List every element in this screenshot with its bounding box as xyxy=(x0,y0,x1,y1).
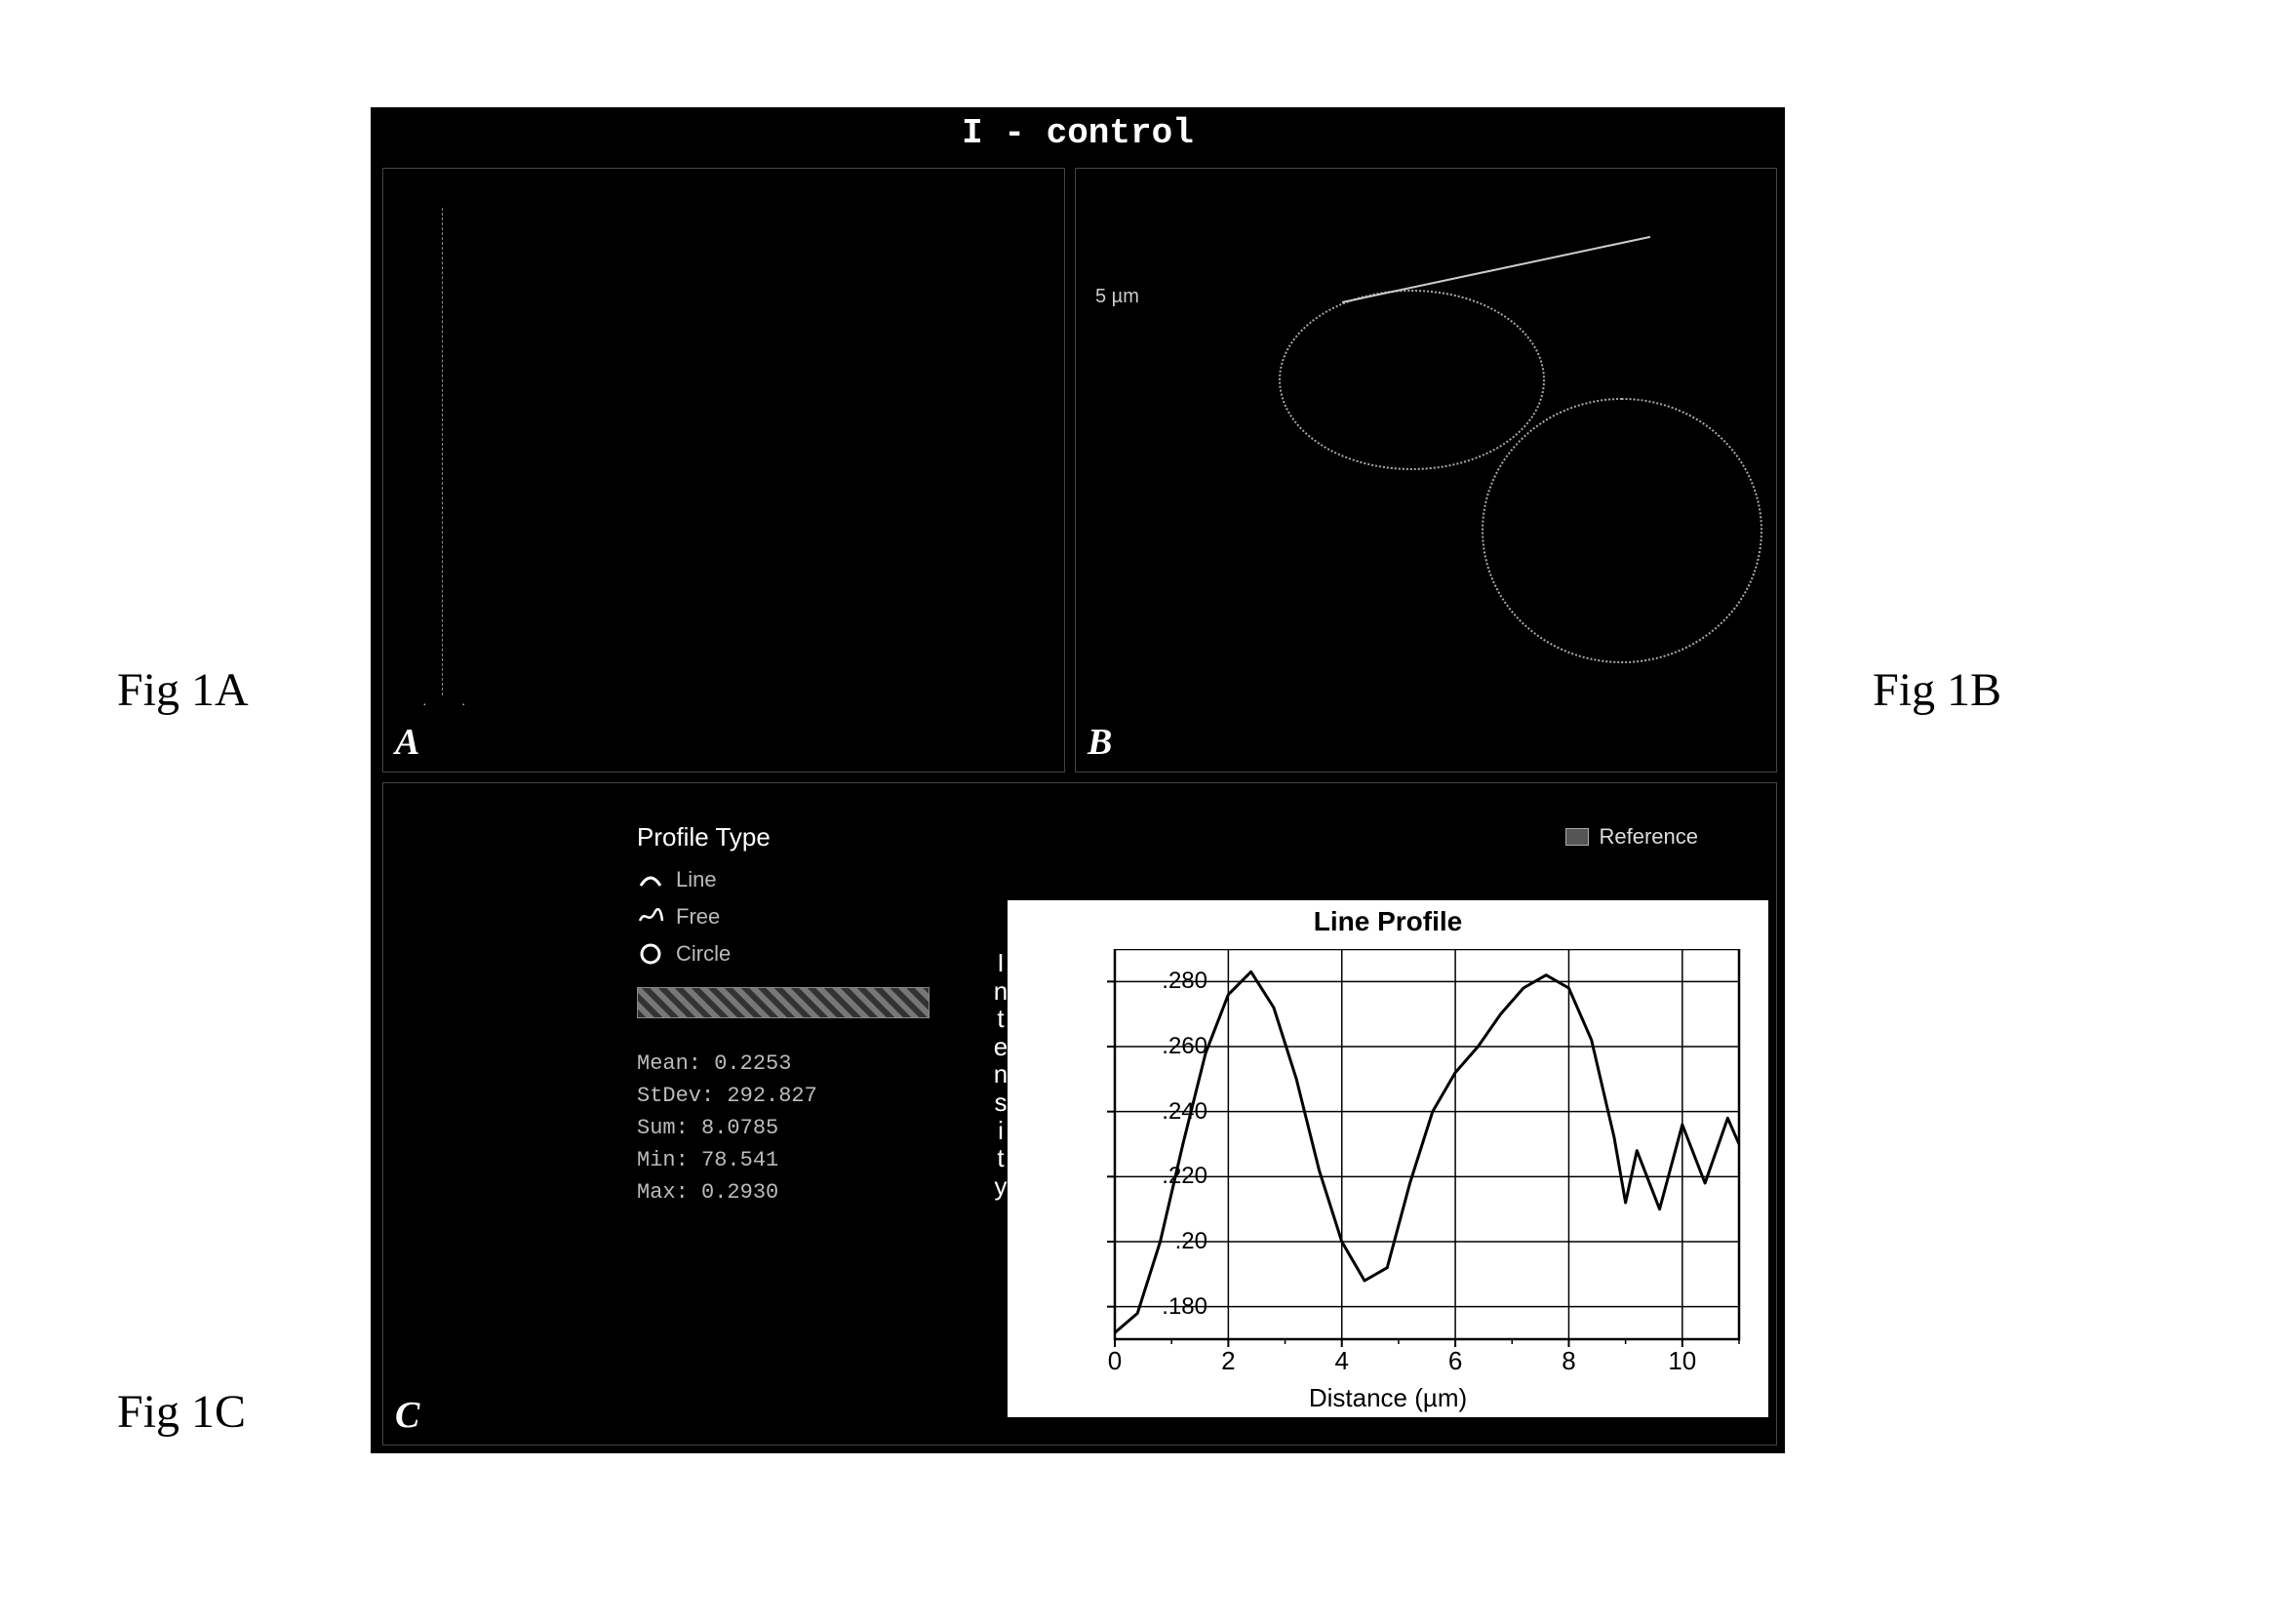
profile-type-label: Line xyxy=(676,867,717,892)
profile-type-option[interactable]: Free xyxy=(637,903,988,931)
stat-value: 0.2253 xyxy=(714,1051,791,1076)
stat-row: Sum: 8.0785 xyxy=(637,1112,988,1144)
ytick-label: .220 xyxy=(1129,1163,1207,1190)
ytick-label: .260 xyxy=(1129,1033,1207,1060)
reference-label: Reference xyxy=(1599,824,1698,850)
stat-label: Mean: xyxy=(637,1051,701,1076)
stat-value: 78.541 xyxy=(701,1148,778,1172)
profile-type-option[interactable]: Line xyxy=(637,866,988,893)
xtick-label: 4 xyxy=(1334,1346,1348,1376)
profile-marker-line[interactable] xyxy=(1342,236,1650,303)
xtick-label: 10 xyxy=(1668,1346,1696,1376)
profile-type-label: Free xyxy=(676,904,720,930)
axis-tick: · xyxy=(461,695,466,711)
profile-type-header: Profile Type xyxy=(637,822,988,852)
stat-value: 292.827 xyxy=(727,1084,816,1108)
plot-area: 0246810 .180.20.220.240.260.280 xyxy=(1115,949,1739,1339)
stat-label: Min: xyxy=(637,1148,689,1172)
panel-label-b: B xyxy=(1088,721,1112,764)
stat-row: Mean: 0.2253 xyxy=(637,1048,988,1080)
panel-b: 5 µm B xyxy=(1075,168,1777,772)
ytick-label: .240 xyxy=(1129,1098,1207,1126)
pattern-strip xyxy=(637,987,930,1018)
panel-label-a: A xyxy=(395,721,419,764)
ytick-label: .20 xyxy=(1129,1228,1207,1255)
line-profile-chart: Line Profile 0 2 4 6 8 10 .180 .20 .220 .240 .260… xyxy=(1008,900,1768,1417)
stat-row: Max: 0.2930 xyxy=(637,1176,988,1208)
figure-label-b: Fig 1B xyxy=(1873,663,2001,717)
legend-swatch-icon xyxy=(1565,828,1589,846)
line-icon xyxy=(637,866,664,893)
axis-tick: · xyxy=(422,695,427,711)
stat-label: StDev: xyxy=(637,1084,714,1108)
cell-outline xyxy=(1279,290,1545,470)
freehand-icon xyxy=(637,903,664,931)
stat-value: 0.2930 xyxy=(701,1180,778,1205)
xtick-label: 6 xyxy=(1448,1346,1462,1376)
window-title: I - control xyxy=(373,109,1783,158)
profile-controls: Profile Type Line Free Circle Mean: 0.2253… xyxy=(637,822,988,1208)
cell-outline xyxy=(1482,398,1761,663)
stat-row: Min: 78.541 xyxy=(637,1144,988,1176)
stats-block: Mean: 0.2253 StDev: 292.827 Sum: 8.0785 … xyxy=(637,1048,988,1208)
panel-label-c: C xyxy=(395,1394,419,1437)
xtick-label: 8 xyxy=(1562,1346,1575,1376)
app-window: I - control · · A 5 µm B Profile Type Li… xyxy=(371,107,1785,1453)
axis-guide xyxy=(442,208,443,695)
chart-xlabel: Distance (µm) xyxy=(1008,1383,1768,1413)
stat-label: Max: xyxy=(637,1180,689,1205)
panel-a: · · A xyxy=(382,168,1065,772)
xtick-label: 2 xyxy=(1221,1346,1235,1376)
stat-value: 8.0785 xyxy=(701,1116,778,1140)
ytick-label: .280 xyxy=(1129,968,1207,995)
figure-label-a: Fig 1A xyxy=(117,663,249,717)
figure-label-c: Fig 1C xyxy=(117,1385,246,1439)
chart-title: Line Profile xyxy=(1008,906,1768,937)
profile-type-option[interactable]: Circle xyxy=(637,940,988,968)
scalebar-label: 5 µm xyxy=(1095,286,1139,308)
ytick-label: .180 xyxy=(1129,1293,1207,1321)
panel-c: Profile Type Line Free Circle Mean: 0.2253… xyxy=(382,782,1777,1446)
stat-row: StDev: 292.827 xyxy=(637,1080,988,1112)
circle-icon xyxy=(637,940,664,968)
profile-type-label: Circle xyxy=(676,941,731,967)
reference-legend: Reference xyxy=(1565,824,1698,850)
stat-label: Sum: xyxy=(637,1116,689,1140)
xtick-label: 0 xyxy=(1108,1346,1122,1376)
